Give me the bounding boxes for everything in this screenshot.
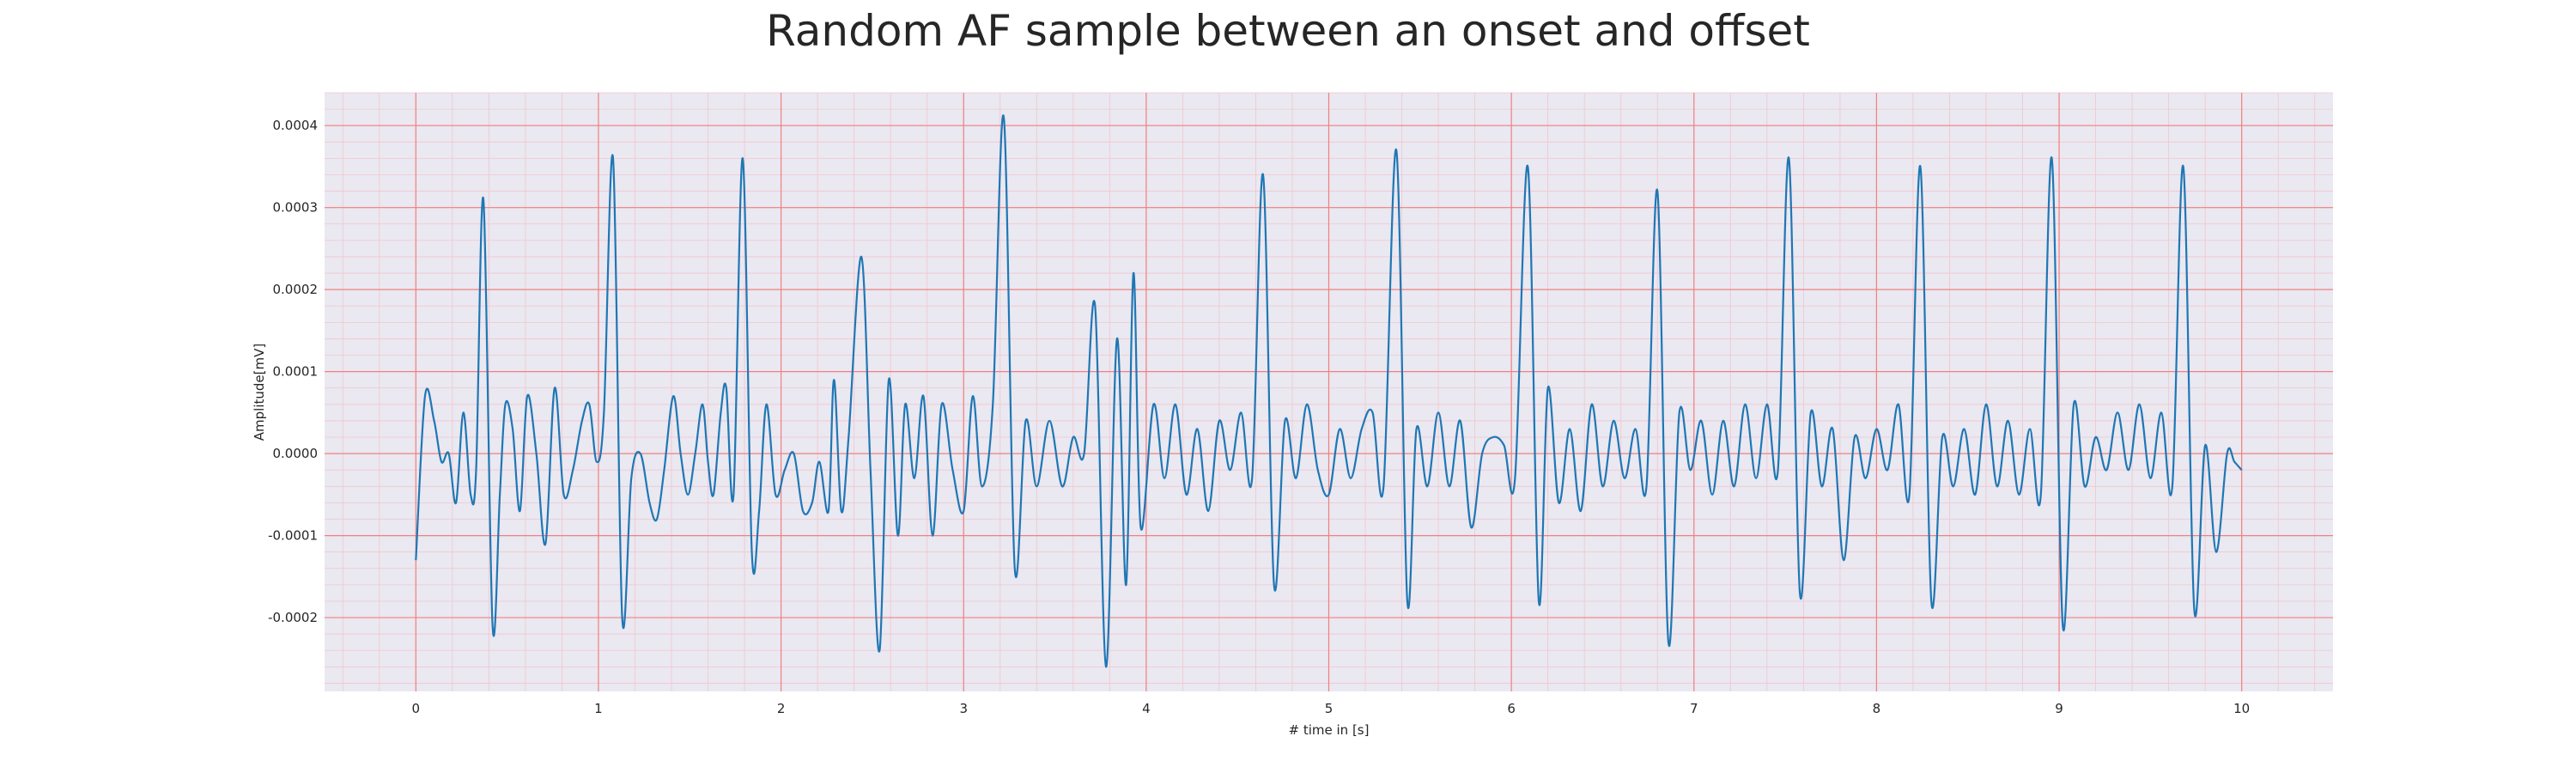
x-tick-label: 4 [1142,701,1151,716]
y-axis-label: Amplitude[mV] [252,344,267,441]
chart-title: Random AF sample between an onset and of… [766,6,1810,56]
x-tick-label: 0 [412,701,421,716]
x-tick-label: 8 [1873,701,1881,716]
x-tick-label: 1 [594,701,603,716]
x-axis-label: # time in [s] [1289,722,1370,738]
major-grid [325,93,2333,691]
y-tick-label: 0.0001 [273,364,319,380]
y-tick-label: 0.0000 [273,446,319,461]
series-line [415,114,2243,668]
x-tick-label: 10 [2233,701,2250,716]
x-tick-label: 9 [2055,701,2063,716]
x-tick-label: 7 [1690,701,1698,716]
x-tick-label: 5 [1325,701,1334,716]
y-tick-label: -0.0002 [268,610,318,625]
y-axis-ticks: -0.0002 -0.0001 0.0000 0.0001 0.0002 0.0003 0.… [268,118,318,625]
y-tick-label: 0.0004 [273,118,319,133]
x-tick-label: 2 [777,701,786,716]
y-tick-label: 0.0002 [273,282,319,297]
x-tick-label: 3 [959,701,968,716]
y-tick-label: 0.0003 [273,200,319,216]
x-tick-label: 6 [1507,701,1516,716]
x-axis-ticks: 0 1 2 3 4 5 6 7 8 9 10 [412,701,2251,716]
y-tick-label: -0.0001 [268,528,318,544]
